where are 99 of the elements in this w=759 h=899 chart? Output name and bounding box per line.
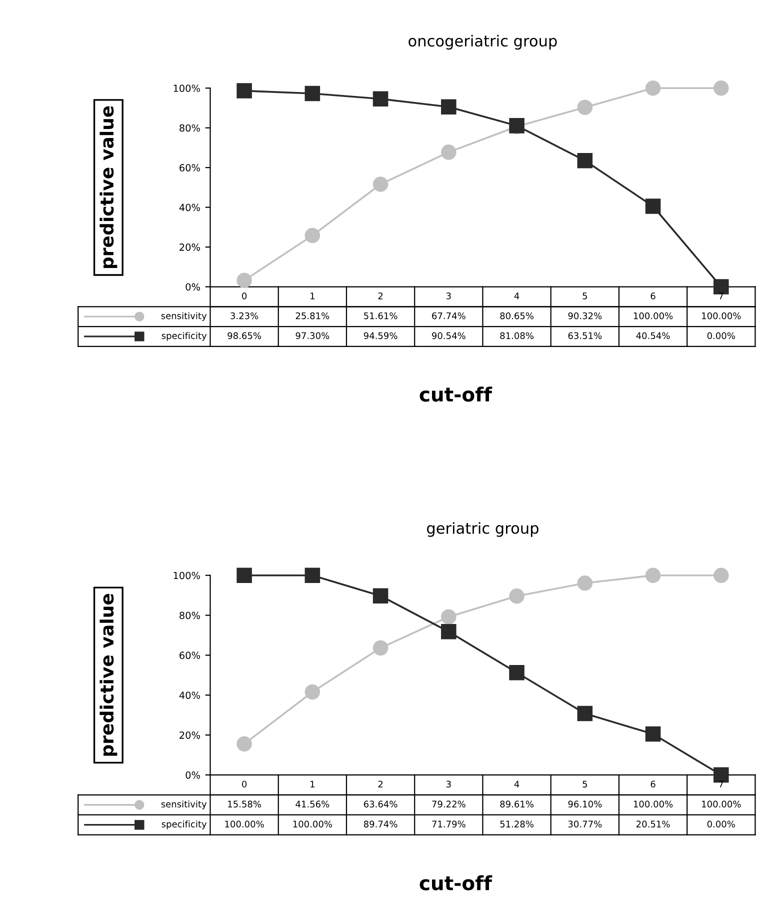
data-label: 30.77% (568, 820, 602, 828)
point (441, 609, 456, 624)
x-tick-label: 0 (242, 780, 247, 788)
x-tick-label: 0 (242, 292, 247, 300)
y-tick-label: 40% (179, 692, 200, 699)
point (714, 279, 729, 294)
point (304, 684, 320, 700)
y-tick-label: 60% (180, 164, 200, 172)
data-label: 100.00% (225, 820, 264, 828)
data-label: 97.30% (296, 332, 330, 340)
x-tick-label: 7 (719, 780, 724, 788)
x-tick-label: 4 (514, 292, 520, 300)
data-label: 94.59% (364, 332, 398, 340)
legend-label: specificity (162, 820, 207, 830)
y-tick-label: 80% (180, 124, 200, 132)
point (509, 588, 524, 604)
point (714, 80, 729, 96)
x-axis-title: cut-off (420, 875, 492, 890)
chart-title: oncogeriatric group (408, 34, 557, 50)
point (236, 272, 252, 288)
point (372, 588, 388, 604)
x-tick-label: 3 (446, 780, 451, 788)
x-tick-label: 3 (446, 292, 451, 300)
data-label: 98.65% (228, 332, 262, 340)
point (236, 83, 252, 98)
data-label: 81.08% (500, 332, 534, 340)
data-label: 80.65% (500, 312, 534, 320)
data-label: 90.54% (432, 332, 466, 340)
data-label: 90.32% (568, 312, 602, 320)
data-label: 3.23% (230, 312, 258, 320)
legend-label: sensitivity (161, 800, 207, 810)
data-label: 63.64% (364, 800, 398, 808)
data-label: 0.00% (707, 820, 735, 828)
data-label: 100.00% (702, 312, 741, 320)
x-tick-label: 4 (514, 780, 520, 788)
point (577, 576, 593, 591)
y-axis-title: predictive value (100, 594, 118, 756)
point (645, 726, 661, 742)
x-tick-label: 5 (582, 292, 587, 300)
x-tick-label: 6 (650, 780, 656, 788)
data-label: 20.51% (636, 820, 670, 828)
x-axis-title: cut-off (420, 386, 492, 402)
y-tick-label: 0% (186, 283, 200, 291)
y-tick-label: 20% (180, 244, 200, 251)
data-label: 51.61% (364, 312, 398, 320)
data-label: 89.61% (500, 800, 534, 808)
data-label: 100.00% (634, 800, 673, 808)
x-tick-label: 6 (650, 292, 656, 300)
y-tick-label: 20% (180, 732, 200, 739)
point (577, 100, 593, 115)
y-tick-label: 60% (180, 652, 200, 660)
data-label: 71.79% (432, 820, 466, 828)
data-label: 0.00% (707, 332, 735, 340)
chart-title: geriatric group (427, 522, 538, 537)
y-tick-label: 40% (179, 204, 200, 212)
x-tick-label: 1 (310, 292, 314, 300)
point (441, 99, 456, 115)
data-label: 100.00% (634, 312, 673, 320)
point (236, 568, 252, 583)
x-tick-label: 5 (582, 780, 587, 788)
data-label: 15.58% (228, 800, 262, 808)
y-tick-label: 0% (186, 771, 200, 779)
point (304, 86, 320, 102)
legend-label: specificity (162, 332, 207, 341)
x-tick-label: 2 (378, 292, 383, 300)
data-label: 51.28% (500, 820, 534, 828)
point (577, 152, 593, 168)
data-label: 25.81% (296, 312, 330, 320)
data-label: 41.56% (296, 800, 330, 808)
point (304, 228, 320, 244)
legend-label: sensitivity (161, 312, 207, 321)
point (304, 568, 320, 583)
data-label: 100.00% (702, 800, 741, 808)
y-tick-label: 100% (174, 572, 200, 580)
y-axis-title: predictive value (100, 106, 118, 268)
point (645, 80, 661, 96)
point (372, 640, 388, 656)
y-tick-label: 100% (174, 84, 200, 92)
point (577, 706, 593, 722)
point (372, 91, 388, 106)
data-label: 63.51% (568, 332, 602, 340)
point (441, 144, 456, 160)
point (236, 736, 252, 752)
y-tick-label: 80% (180, 612, 200, 620)
point (714, 568, 729, 583)
point (645, 568, 661, 583)
x-tick-label: 7 (719, 292, 724, 300)
data-label: 40.54% (636, 332, 670, 340)
point (645, 198, 661, 214)
point (372, 176, 388, 192)
point (509, 664, 524, 680)
point (441, 624, 456, 640)
data-label: 89.74% (364, 820, 398, 828)
data-label: 96.10% (568, 800, 602, 808)
x-tick-label: 2 (378, 780, 383, 788)
data-label: 100.00% (293, 820, 332, 828)
x-tick-label: 1 (310, 780, 314, 788)
data-label: 67.74% (432, 312, 466, 320)
data-label: 79.22% (432, 800, 466, 808)
